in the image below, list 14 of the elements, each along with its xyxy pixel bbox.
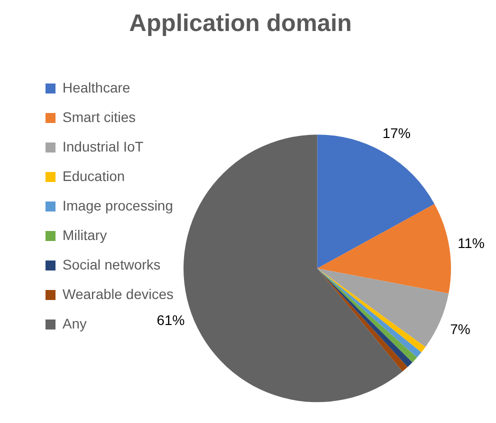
legend-label: Healthcare — [62, 79, 130, 96]
legend-label: Smart cities — [62, 108, 136, 125]
chart-title: Application domain — [129, 10, 352, 38]
legend-label: Social networks — [62, 256, 161, 272]
data-label: 17% — [382, 125, 411, 142]
data-label: 61% — [156, 312, 185, 328]
legend-label: Education — [62, 168, 125, 184]
legend-label: Military — [62, 226, 107, 243]
legend-label: Image processing — [62, 197, 174, 214]
legend-label: Any — [62, 315, 87, 332]
data-label: 7% — [450, 321, 470, 338]
data-label: 11% — [458, 234, 485, 251]
legend-label: Wearable devices — [62, 286, 174, 302]
legend-label: Industrial IoT — [62, 138, 144, 154]
